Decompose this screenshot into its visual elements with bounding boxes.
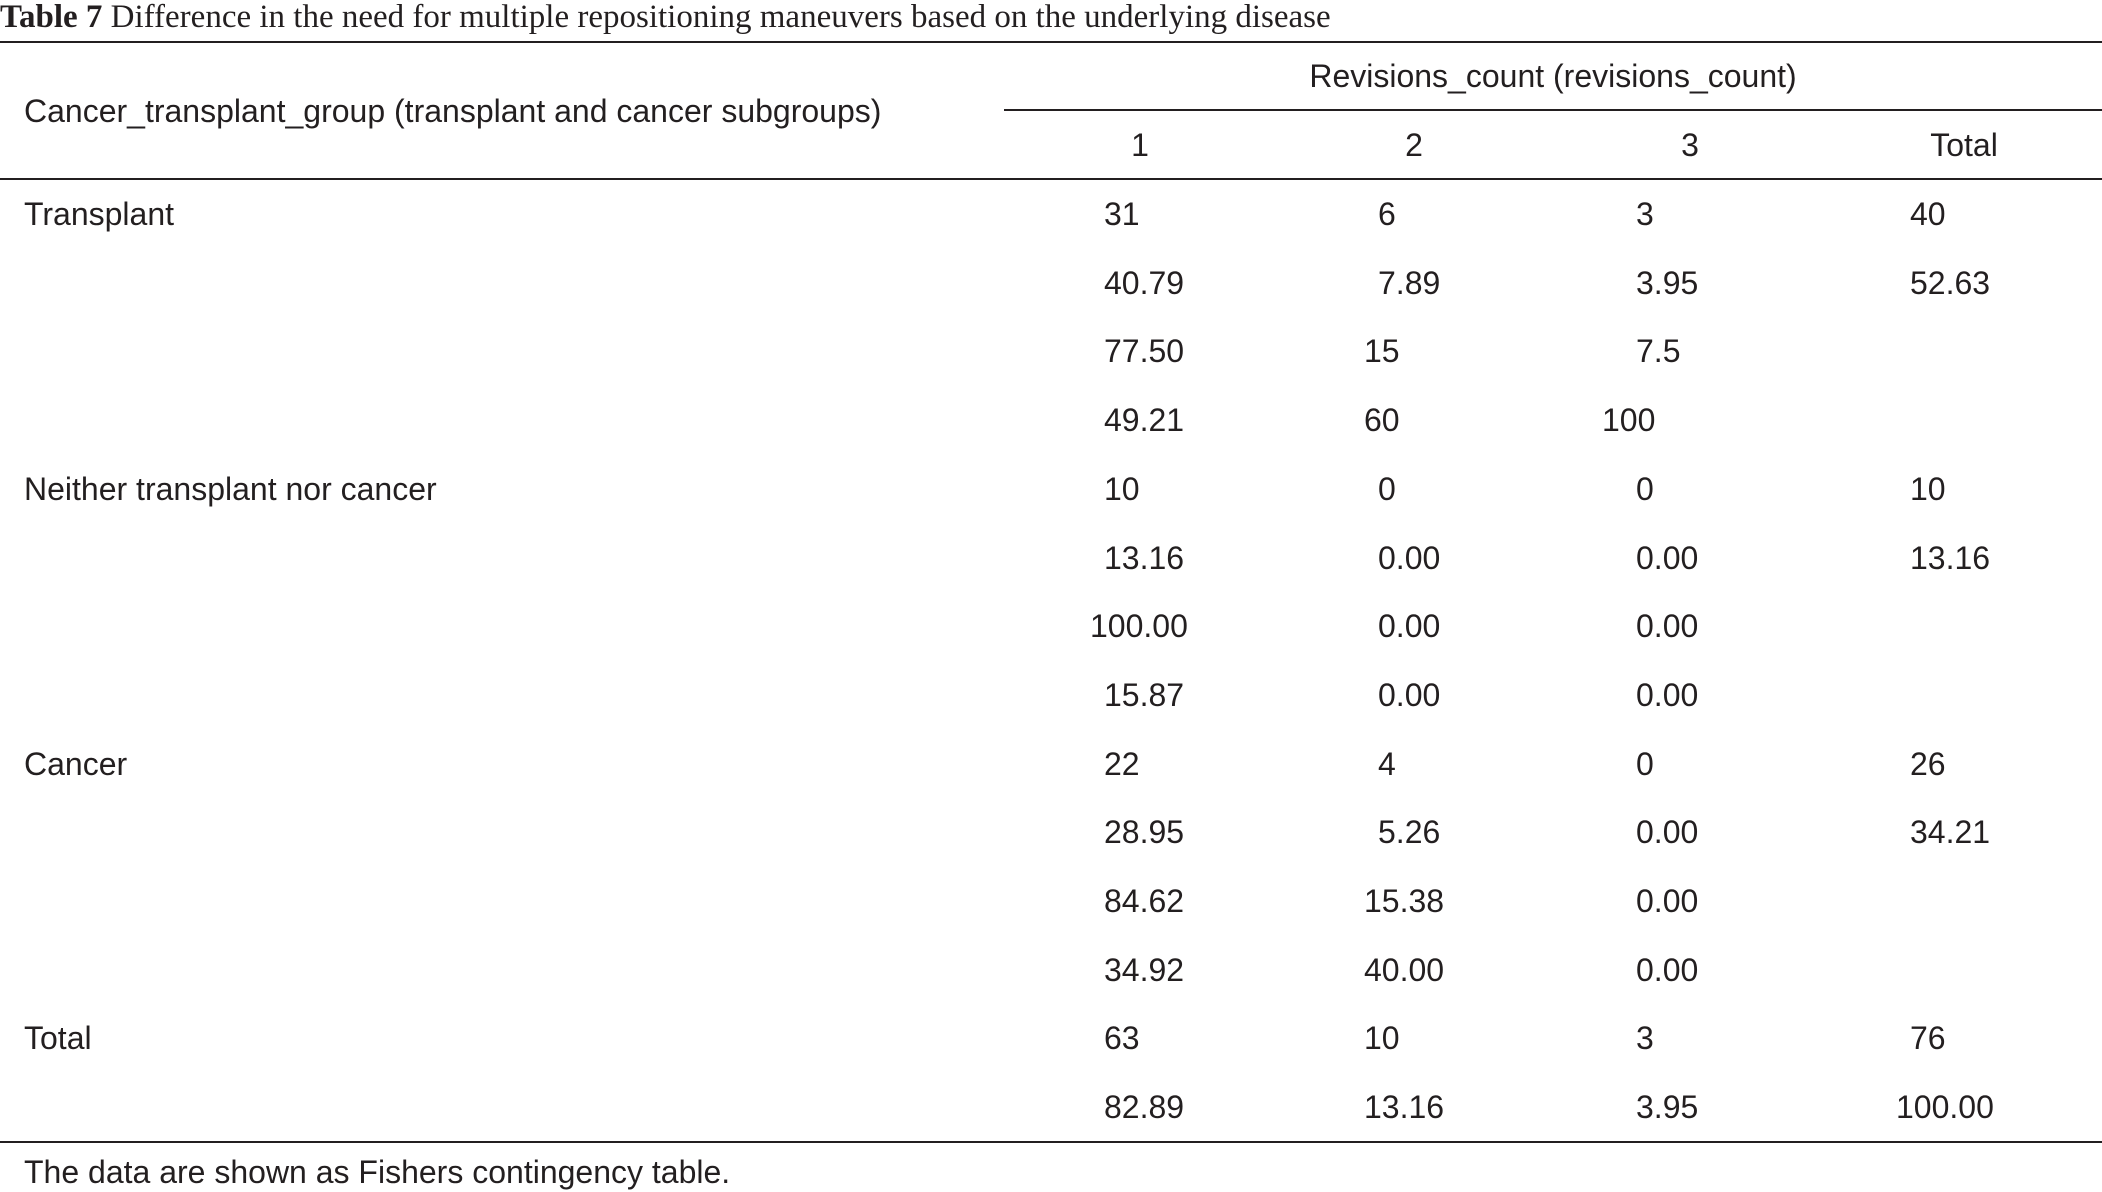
table-row: 84.62 15.38 0.00 xyxy=(0,867,2102,936)
cell-col-1: 28.95 xyxy=(1104,814,1185,851)
table-row: 28.95 5.26 0.00 34.21 xyxy=(0,798,2102,867)
column-header-total: Total xyxy=(1930,127,1998,163)
cell-col-3: 0 xyxy=(1636,745,1654,782)
header-rule xyxy=(0,178,2102,180)
cell-col-2: 60 xyxy=(1364,402,1400,439)
table-row: Total 63 10 3 76 xyxy=(0,1004,2102,1073)
top-rule xyxy=(0,41,2102,43)
column-header-3: 3 xyxy=(1681,127,1699,163)
cell-col-total: 13.16 xyxy=(1910,539,1991,576)
bottom-rule xyxy=(0,1141,2102,1143)
table-row: 77.50 15 7.5 xyxy=(0,317,2102,386)
column-header-2: 2 xyxy=(1405,127,1423,163)
cell-col-1: 15.87 xyxy=(1104,676,1185,713)
cell-col-2: 4 xyxy=(1378,745,1396,782)
row-label: Transplant xyxy=(24,196,174,232)
table-row: Cancer 22 4 0 26 xyxy=(0,730,2102,799)
cell-col-1: 22 xyxy=(1104,745,1140,782)
table-footnote: The data are shown as Fishers contingenc… xyxy=(24,1154,731,1190)
cell-col-3: 3 xyxy=(1636,196,1654,232)
cell-col-3: 0 xyxy=(1636,470,1654,507)
table-row: 100.00 0.00 0.00 xyxy=(0,592,2102,661)
cell-col-2: 0.00 xyxy=(1378,676,1441,713)
column-header-1: 1 xyxy=(1131,127,1149,163)
cell-col-2: 0.00 xyxy=(1378,608,1441,645)
table-caption-text: Difference in the need for multiple repo… xyxy=(110,0,1331,35)
cell-col-3: 3 xyxy=(1636,1020,1654,1057)
table-row: 49.21 60 100 xyxy=(0,386,2102,455)
cell-col-2: 7.89 xyxy=(1378,264,1441,301)
cell-col-1: 82.89 xyxy=(1104,1089,1185,1126)
cell-col-3: 0.00 xyxy=(1636,608,1699,645)
cell-col-2: 15.38 xyxy=(1364,883,1445,919)
cell-col-3: 0.00 xyxy=(1636,951,1699,988)
cell-col-1: 10 xyxy=(1104,470,1140,507)
cell-col-1: 40.79 xyxy=(1104,264,1185,301)
cell-col-3: 3.95 xyxy=(1636,264,1699,301)
cell-col-1: 100.00 xyxy=(1090,608,1188,645)
table-row: 15.87 0.00 0.00 xyxy=(0,661,2102,730)
cell-col-total: 34.21 xyxy=(1910,814,1991,851)
spanner-rule xyxy=(1004,109,2102,111)
cell-col-2: 10 xyxy=(1364,1020,1400,1057)
cell-col-total: 26 xyxy=(1910,745,1946,782)
cell-col-total: 40 xyxy=(1910,196,1946,232)
row-label: Total xyxy=(24,1020,92,1057)
cell-col-3: 7.5 xyxy=(1636,333,1681,370)
table-caption: Table 7 Difference in the need for multi… xyxy=(0,0,1331,38)
cell-col-total: 100.00 xyxy=(1896,1089,1994,1126)
table-row: Transplant 31 6 3 40 xyxy=(0,180,2102,249)
cell-col-2: 15 xyxy=(1364,333,1400,370)
table-row: 13.16 0.00 0.00 13.16 xyxy=(0,524,2102,593)
cell-col-2: 6 xyxy=(1378,196,1396,232)
row-label: Neither transplant nor cancer xyxy=(24,470,437,507)
cell-col-3: 0.00 xyxy=(1636,814,1699,851)
spanner-header: Revisions_count (revisions_count) xyxy=(1309,58,1797,94)
cell-col-1: 63 xyxy=(1104,1020,1140,1057)
cell-col-3: 0.00 xyxy=(1636,539,1699,576)
cell-col-3: 3.95 xyxy=(1636,1089,1699,1126)
table-row: 34.92 40.00 0.00 xyxy=(0,936,2102,1005)
cell-col-3: 0.00 xyxy=(1636,883,1699,919)
cell-col-1: 34.92 xyxy=(1104,951,1185,988)
table-caption-label: Table 7 xyxy=(0,0,103,35)
cell-col-3: 0.00 xyxy=(1636,676,1699,713)
cell-col-1: 31 xyxy=(1104,196,1140,232)
cell-col-1: 13.16 xyxy=(1104,539,1185,576)
cell-col-1: 49.21 xyxy=(1104,402,1185,439)
cell-col-total: 76 xyxy=(1910,1020,1946,1057)
cell-col-3: 100 xyxy=(1602,402,1656,439)
row-label: Cancer xyxy=(24,745,128,782)
cell-col-total: 10 xyxy=(1910,470,1946,507)
cell-col-2: 5.26 xyxy=(1378,814,1441,851)
cell-col-2: 0.00 xyxy=(1378,539,1441,576)
table-row: 40.79 7.89 3.95 52.63 xyxy=(0,249,2102,318)
cell-col-1: 77.50 xyxy=(1104,333,1185,370)
table-row: 82.89 13.16 3.95 100.00 xyxy=(0,1073,2102,1142)
table-row: Neither transplant nor cancer 10 0 0 10 xyxy=(0,455,2102,524)
cell-col-2: 13.16 xyxy=(1364,1089,1445,1126)
row-header-label: Cancer_transplant_group (transplant and … xyxy=(24,93,882,129)
cell-col-total: 52.63 xyxy=(1910,264,1991,301)
cell-col-1: 84.62 xyxy=(1104,883,1185,919)
cell-col-2: 0 xyxy=(1378,470,1396,507)
cell-col-2: 40.00 xyxy=(1364,951,1445,988)
